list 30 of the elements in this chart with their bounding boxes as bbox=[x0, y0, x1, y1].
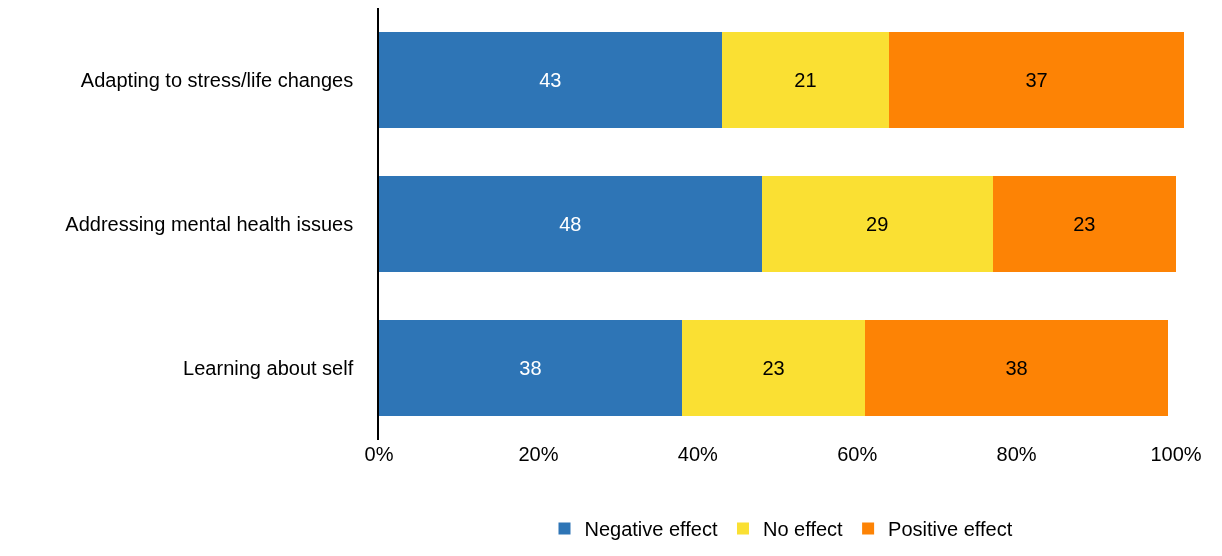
bar bbox=[681, 319, 866, 417]
x-tick-label: 40% bbox=[677, 443, 719, 465]
x-tick-label: 100% bbox=[1150, 443, 1202, 465]
legend-label: Negative effect bbox=[584, 518, 718, 541]
bar bbox=[379, 175, 762, 273]
x-tick-label: 60% bbox=[837, 443, 878, 465]
data-label: 29 bbox=[866, 213, 889, 235]
bar bbox=[721, 31, 890, 129]
bar bbox=[379, 319, 682, 417]
data-label: 38 bbox=[519, 357, 542, 379]
data-label: 37 bbox=[1025, 69, 1048, 91]
x-tick-label: 80% bbox=[996, 443, 1037, 465]
legend-label: No effect bbox=[762, 518, 844, 541]
data-label: 23 bbox=[762, 357, 785, 379]
legend-label: Positive effect bbox=[888, 518, 1013, 541]
bar bbox=[865, 319, 1169, 417]
bar bbox=[992, 175, 1177, 273]
x-tick-label: 0% bbox=[364, 443, 394, 465]
bar bbox=[889, 31, 1184, 129]
x-tick-label: 20% bbox=[518, 443, 559, 465]
bar bbox=[379, 31, 722, 129]
bar bbox=[761, 175, 993, 273]
y-tick-label: Learning about self bbox=[183, 357, 354, 379]
data-label: 21 bbox=[794, 69, 817, 91]
data-label: 38 bbox=[1005, 357, 1028, 379]
data-label: 43 bbox=[539, 69, 562, 91]
data-label: 48 bbox=[559, 213, 582, 235]
data-label: 23 bbox=[1073, 213, 1096, 235]
y-tick-label: Adapting to stress/life changes bbox=[80, 69, 354, 91]
y-tick-label: Addressing mental health issues bbox=[65, 213, 354, 235]
